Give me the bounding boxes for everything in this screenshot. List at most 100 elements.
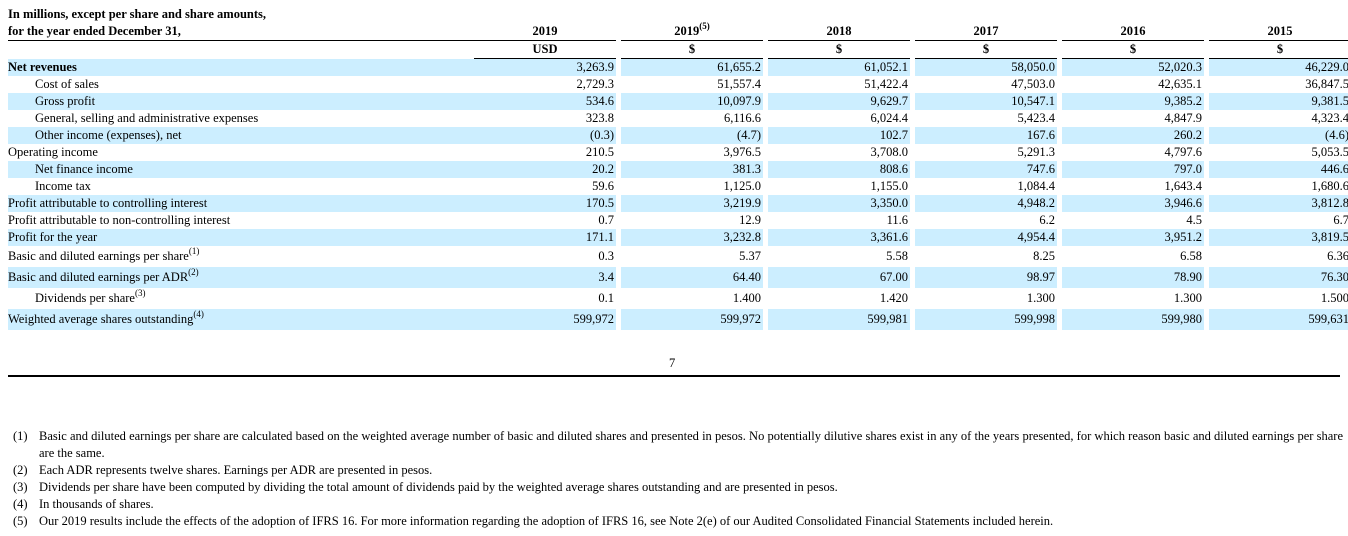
value-cell: 6.7 xyxy=(1333,213,1348,227)
value-cell: 1.500 xyxy=(1320,291,1348,305)
footnote-text: Dividends per share have been computed b… xyxy=(39,480,838,494)
value-cell: 10,097.9 xyxy=(621,93,763,110)
row-label: Net revenues xyxy=(8,58,474,76)
value-cell: 599,631 xyxy=(1209,309,1348,330)
value-cell: 3,946.6 xyxy=(1062,195,1204,212)
footnote-marker: (3) xyxy=(13,480,28,494)
value-cell: 808.6 xyxy=(768,161,910,178)
value-cell: 58,050.0 xyxy=(915,58,1057,76)
value-cell: 1.420 xyxy=(879,291,908,305)
table-row: Net revenues 3,263.9 61,655.2 61,052.1 58,05… xyxy=(8,58,1348,76)
value-cell: 747.6 xyxy=(915,161,1057,178)
footnote-text: In thousands of shares. xyxy=(39,497,154,511)
year-header: 2018 xyxy=(768,6,910,41)
row-label: Cost of sales xyxy=(35,77,99,91)
value-cell: 534.6 xyxy=(474,93,616,110)
row-label: Income tax xyxy=(35,179,91,193)
value-cell: 1.300 xyxy=(1173,291,1202,305)
currency-header: $ xyxy=(915,40,1057,59)
footnote-ref: (1) xyxy=(188,246,200,256)
value-cell: 3,232.8 xyxy=(621,229,763,246)
value-cell: 61,052.1 xyxy=(768,58,910,76)
value-cell: 10,547.1 xyxy=(915,93,1057,110)
value-cell: 4,323.4 xyxy=(1311,111,1348,125)
table-row: Net finance income 20.2 381.3 808.6 747.6 797… xyxy=(8,161,1348,178)
value-cell: 1,680.6 xyxy=(1311,179,1348,193)
value-cell: 6,116.6 xyxy=(723,111,761,125)
value-cell: 98.97 xyxy=(915,267,1057,288)
value-cell: 52,020.3 xyxy=(1062,58,1204,76)
value-cell: 599,980 xyxy=(1062,309,1204,330)
table-row: Profit attributable to non-controlling i… xyxy=(8,212,1348,229)
value-cell: 170.5 xyxy=(474,195,616,212)
row-label: Profit attributable to non-controlling i… xyxy=(8,213,231,227)
value-cell: 78.90 xyxy=(1062,267,1204,288)
value-cell: 3,219.9 xyxy=(621,195,763,212)
value-cell: 323.8 xyxy=(585,111,614,125)
value-cell: 3,350.0 xyxy=(768,195,910,212)
header-label-line1: In millions, except per share and share … xyxy=(8,7,267,21)
table-row: Weighted average shares outstanding(4) 59… xyxy=(8,309,1348,330)
footnotes: (1) Basic and diluted earnings per share … xyxy=(13,428,1343,530)
value-cell: 3,361.6 xyxy=(768,229,910,246)
row-label: Net finance income xyxy=(8,161,474,178)
row-label: Profit attributable to controlling inter… xyxy=(8,195,474,212)
value-cell: 4,797.6 xyxy=(1164,145,1203,159)
value-cell: 1.300 xyxy=(1026,291,1055,305)
table-row: Basic and diluted earnings per ADR(2) 3.4… xyxy=(8,267,1348,288)
value-cell: 3,708.0 xyxy=(870,145,909,159)
value-cell: 4,954.4 xyxy=(915,229,1057,246)
table-row: Basic and diluted earnings per share(1) 0… xyxy=(8,246,1348,267)
footnote-ref: (3) xyxy=(134,288,146,298)
value-cell: 9,385.2 xyxy=(1062,93,1204,110)
header-label-line2: for the year ended December 31, xyxy=(8,24,181,38)
value-cell: 6.36 xyxy=(1327,249,1348,263)
value-cell: 599,998 xyxy=(915,309,1057,330)
value-cell: 3,263.9 xyxy=(474,58,616,76)
currency-header: $ xyxy=(1209,40,1348,59)
value-cell: 1.400 xyxy=(732,291,761,305)
value-cell: 599,981 xyxy=(768,309,910,330)
year-header: 2015 xyxy=(1209,6,1348,41)
footnote: (3) Dividends per share have been compute… xyxy=(13,479,1343,496)
footnote-text: Basic and diluted earnings per share are… xyxy=(39,429,1343,460)
footnote-marker: (4) xyxy=(13,497,28,511)
table-row: Dividends per share(3) 0.1 1.400 1.420 1.300… xyxy=(8,288,1348,309)
value-cell: 12.9 xyxy=(739,213,761,227)
value-cell: 6,024.4 xyxy=(870,111,909,125)
footnote-ref: (2) xyxy=(188,267,199,277)
footnote-ref: (4) xyxy=(193,309,204,319)
footnote-text: Each ADR represents twelve shares. Earni… xyxy=(39,463,433,477)
value-cell: 4.5 xyxy=(1186,213,1202,227)
footnote-text: Our 2019 results include the effects of … xyxy=(39,514,1054,528)
table-row: Income tax 59.6 1,125.0 1,155.0 1,084.4 1,643… xyxy=(8,178,1348,195)
value-cell: 3,819.5 xyxy=(1209,229,1348,246)
row-label: Profit for the year xyxy=(8,229,474,246)
row-label: Dividends per share(3) xyxy=(35,288,146,306)
header-label: In millions, except per share and share … xyxy=(8,6,474,41)
value-cell: 1,125.0 xyxy=(723,179,762,193)
row-label: Gross profit xyxy=(8,93,474,110)
value-cell: 5.58 xyxy=(886,249,908,263)
value-cell: 0.7 xyxy=(598,213,614,227)
value-cell: 36,847.5 xyxy=(1305,77,1348,91)
value-cell: 1,643.4 xyxy=(1164,179,1203,193)
value-cell: 260.2 xyxy=(1062,127,1204,144)
value-cell: 47,503.0 xyxy=(1011,77,1055,91)
value-cell: 2,729.3 xyxy=(576,77,615,91)
value-cell: 20.2 xyxy=(474,161,616,178)
year-header: 2019(5) xyxy=(621,6,763,41)
value-cell: 42,635.1 xyxy=(1158,77,1202,91)
table-row: General, selling and administrative expe… xyxy=(8,110,1348,127)
value-cell: 6.2 xyxy=(1039,213,1055,227)
footnote: (4) In thousands of shares. xyxy=(13,496,1343,513)
footnote: (5) Our 2019 results include the effects … xyxy=(13,513,1343,530)
value-cell: 381.3 xyxy=(621,161,763,178)
value-cell: (4.6) xyxy=(1209,127,1348,144)
value-cell: 0.3 xyxy=(598,249,614,263)
currency-header: $ xyxy=(621,40,763,59)
value-cell: 67.00 xyxy=(768,267,910,288)
value-cell: 1,155.0 xyxy=(870,179,909,193)
value-cell: 797.0 xyxy=(1062,161,1204,178)
